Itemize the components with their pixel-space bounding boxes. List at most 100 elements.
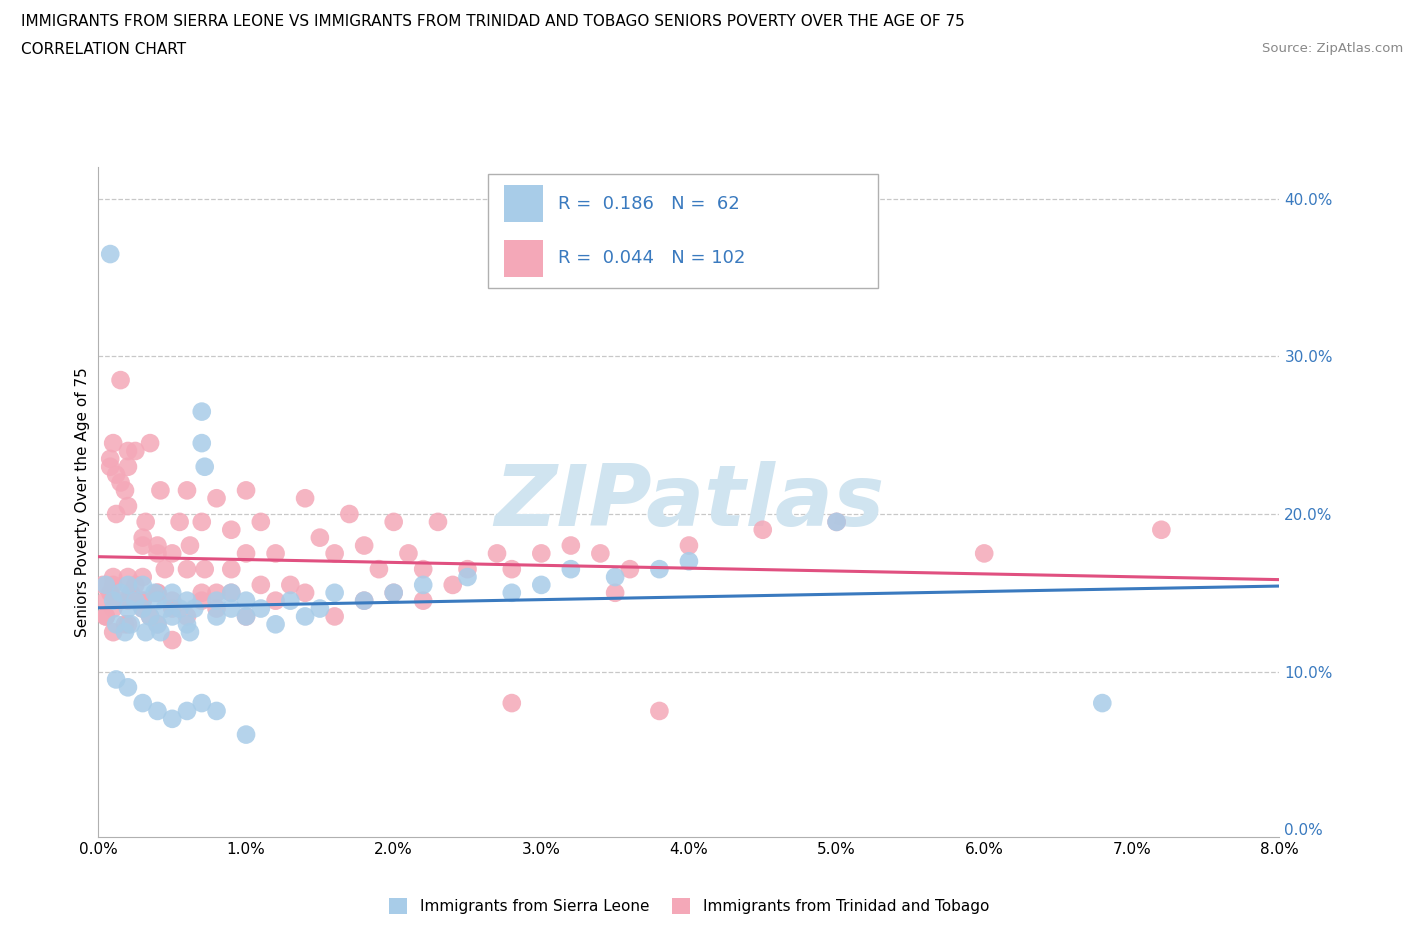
Point [751, 523, 773, 538]
Point [179, 625, 201, 640]
Point [205, 593, 228, 608]
Point [162, 585, 183, 600]
Point [294, 585, 316, 600]
Point [589, 546, 612, 561]
Y-axis label: Seniors Poverty Over the Age of 75: Seniors Poverty Over the Age of 75 [75, 367, 90, 637]
Point [235, 546, 257, 561]
Text: CORRELATION CHART: CORRELATION CHART [21, 42, 186, 57]
Point [139, 609, 162, 624]
Point [139, 609, 162, 624]
Point [110, 475, 132, 490]
Point [825, 514, 848, 529]
Point [235, 483, 257, 498]
Point [648, 703, 671, 718]
Point [205, 609, 228, 624]
Point [294, 491, 316, 506]
Point [132, 530, 155, 545]
Point [412, 562, 434, 577]
Point [98, 246, 121, 261]
Point [132, 538, 155, 553]
Point [117, 680, 139, 695]
Point [117, 593, 139, 608]
Point [176, 562, 198, 577]
Point [110, 585, 132, 600]
Point [205, 703, 228, 718]
Point [308, 530, 332, 545]
Point [149, 483, 172, 498]
Point [353, 593, 375, 608]
Point [530, 546, 553, 561]
Point [235, 727, 257, 742]
Point [191, 696, 214, 711]
Point [120, 585, 142, 600]
Point [132, 578, 155, 592]
Point [605, 569, 627, 584]
Point [382, 514, 405, 529]
Point [162, 601, 183, 616]
Point [132, 601, 155, 616]
Point [114, 625, 136, 640]
Point [396, 546, 419, 561]
Point [323, 585, 346, 600]
Point [205, 491, 228, 506]
Point [169, 514, 191, 529]
Point [124, 444, 146, 458]
Point [250, 601, 273, 616]
Point [219, 523, 242, 538]
Point [191, 593, 214, 608]
Point [146, 538, 169, 553]
Point [162, 546, 183, 561]
Point [678, 554, 700, 569]
Point [146, 585, 169, 600]
Point [456, 569, 478, 584]
Point [98, 459, 121, 474]
Point [103, 578, 124, 592]
Point [176, 609, 198, 624]
Point [110, 593, 132, 608]
Point [143, 585, 166, 600]
Point [153, 562, 176, 577]
Point [132, 569, 155, 584]
Point [619, 562, 641, 577]
Point [250, 514, 273, 529]
Point [117, 569, 139, 584]
Point [117, 498, 139, 513]
Point [117, 578, 139, 592]
Point [235, 593, 257, 608]
Point [176, 617, 198, 631]
Point [560, 562, 582, 577]
Point [278, 578, 301, 592]
Point [98, 451, 121, 466]
Point [179, 538, 201, 553]
Point [120, 617, 142, 631]
Point [105, 617, 128, 631]
Point [323, 546, 346, 561]
Point [337, 507, 360, 522]
Point [441, 578, 464, 592]
Point [235, 609, 257, 624]
Point [605, 585, 627, 600]
Point [114, 617, 136, 631]
Point [367, 562, 389, 577]
Point [139, 435, 162, 450]
Point [412, 578, 434, 592]
Point [162, 632, 183, 647]
Point [412, 593, 434, 608]
Point [176, 483, 198, 498]
Point [264, 593, 287, 608]
Point [105, 507, 128, 522]
Text: ZIPatlas: ZIPatlas [494, 460, 884, 544]
Point [146, 617, 169, 631]
Point [678, 538, 700, 553]
Point [132, 601, 155, 616]
Point [191, 405, 214, 419]
Point [94, 593, 117, 608]
Point [162, 711, 183, 726]
Point [191, 585, 214, 600]
Point [117, 617, 139, 631]
Point [353, 538, 375, 553]
Point [560, 538, 582, 553]
Point [124, 578, 146, 592]
Point [135, 514, 157, 529]
Point [294, 609, 316, 624]
